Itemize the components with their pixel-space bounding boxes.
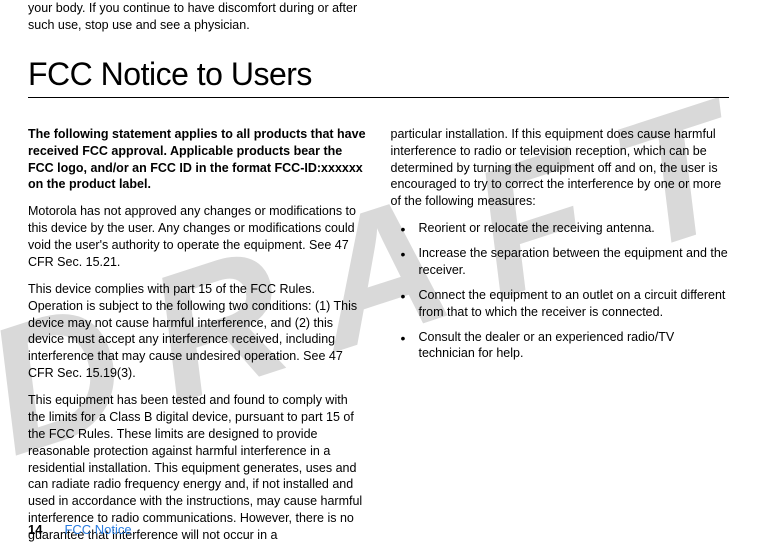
left-column: The following statement applies to all p… bbox=[28, 126, 367, 554]
page-footer: 14 FCC Notice bbox=[28, 522, 132, 537]
list-item: Consult the dealer or an experienced rad… bbox=[391, 329, 730, 363]
page-number: 14 bbox=[28, 522, 42, 537]
bold-statement: The following statement applies to all p… bbox=[28, 126, 367, 194]
section-heading: FCC Notice to Users bbox=[28, 56, 729, 98]
list-item: Increase the separation between the equi… bbox=[391, 245, 730, 279]
right-p1: particular installation. If this equipme… bbox=[391, 126, 730, 210]
page-content: your body. If you continue to have disco… bbox=[28, 0, 729, 554]
left-p2: This device complies with part 15 of the… bbox=[28, 281, 367, 382]
intro-paragraph: your body. If you continue to have disco… bbox=[28, 0, 364, 34]
left-p1: Motorola has not approved any changes or… bbox=[28, 203, 367, 271]
right-column: particular installation. If this equipme… bbox=[391, 126, 730, 554]
footer-section-label: FCC Notice bbox=[64, 522, 131, 537]
list-item: Reorient or relocate the receiving anten… bbox=[391, 220, 730, 237]
bullet-list: Reorient or relocate the receiving anten… bbox=[391, 220, 730, 362]
list-item: Connect the equipment to an outlet on a … bbox=[391, 287, 730, 321]
two-column-layout: The following statement applies to all p… bbox=[28, 126, 729, 554]
